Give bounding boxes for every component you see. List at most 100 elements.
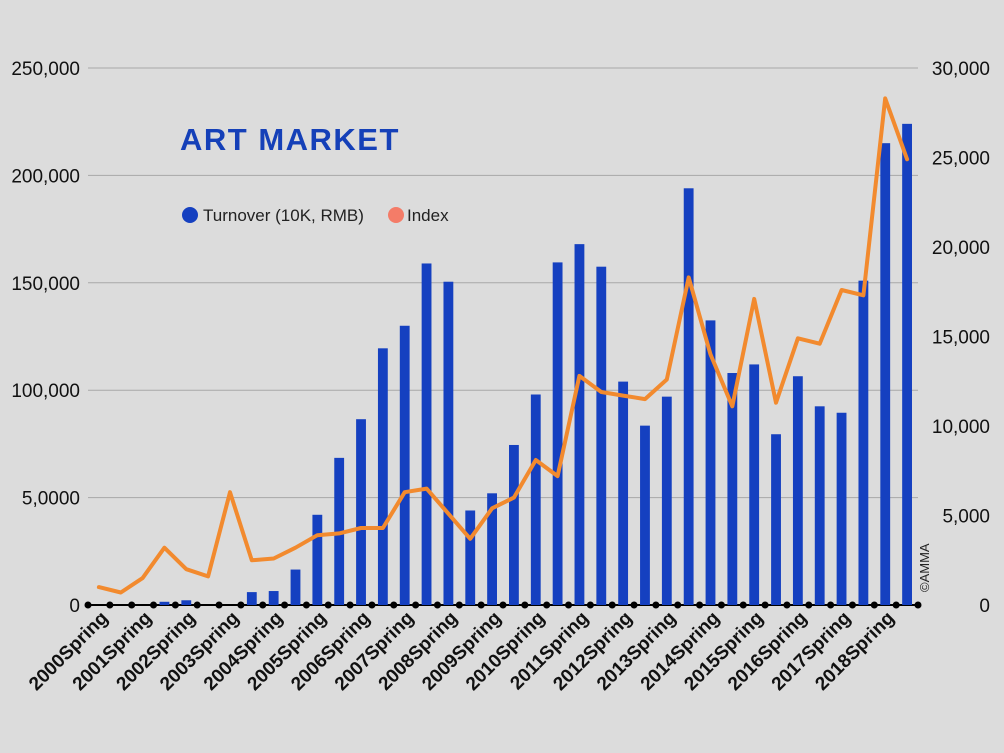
axis-marker: [543, 601, 551, 609]
axis-marker: [565, 601, 573, 609]
legend-turnover-swatch: [182, 207, 198, 223]
turnover-bar: [509, 444, 519, 605]
axis-marker: [455, 601, 463, 609]
turnover-bar: [749, 364, 760, 605]
turnover-bar: [618, 381, 629, 605]
turnover-bar: [159, 601, 170, 605]
left-y-tick-label: 200,000: [11, 166, 80, 187]
turnover-bar: [640, 425, 650, 605]
axis-marker: [215, 601, 223, 609]
turnover-bar: [356, 419, 366, 605]
axis-marker: [761, 601, 769, 609]
index-line: [96, 96, 910, 595]
axis-marker: [324, 601, 332, 609]
axis-marker: [870, 601, 878, 609]
turnover-bar: [836, 412, 847, 605]
turnover-bar: [814, 406, 825, 605]
axis-marker: [106, 601, 114, 609]
turnover-bar: [421, 263, 432, 605]
axis-marker: [696, 601, 704, 609]
turnover-bar: [792, 376, 803, 605]
axis-marker: [630, 601, 638, 609]
axis-marker: [84, 601, 92, 609]
legend-index-swatch: [388, 207, 404, 223]
axis-marker: [171, 601, 179, 609]
axis-marker: [346, 601, 354, 609]
legend-index-label: Index: [407, 206, 449, 225]
turnover-bar: [487, 493, 497, 605]
axis-marker: [499, 601, 507, 609]
axis-marker: [848, 601, 856, 609]
turnover-bars: [159, 123, 912, 606]
right-y-tick-label: 30,000: [932, 59, 990, 80]
chart-title: ART MARKET: [180, 122, 400, 157]
turnover-bar: [661, 396, 672, 605]
turnover-bar: [377, 348, 388, 605]
right-y-tick-label: 0: [979, 596, 990, 617]
turnover-bar: [771, 434, 781, 605]
turnover-bar: [290, 569, 301, 605]
axis-marker: [717, 601, 725, 609]
axis-marker: [302, 601, 310, 609]
left-y-tick-label: 5,0000: [22, 489, 80, 510]
turnover-bar: [312, 514, 323, 605]
axis-marker: [433, 601, 441, 609]
right-y-tick-label: 15,000: [932, 328, 990, 349]
left-y-tick-label: 250,000: [11, 59, 80, 80]
axis-marker: [193, 601, 201, 609]
turnover-bar: [465, 510, 476, 605]
axis-marker: [914, 601, 922, 609]
axis-marker: [652, 601, 660, 609]
turnover-bar: [574, 244, 585, 606]
turnover-bar: [443, 281, 454, 605]
axis-marker: [477, 601, 485, 609]
right-y-axis-ticks: 0 5,000 10,000 15,000 20,000 25,000 30,000: [932, 59, 990, 617]
axis-marker: [608, 601, 616, 609]
axis-marker: [892, 601, 900, 609]
x-axis-ticks: 2000Spring2001Spring2002Spring2003Spring…: [25, 608, 899, 695]
legend: Turnover (10K, RMB) Index: [182, 206, 449, 225]
turnover-bar: [858, 280, 869, 605]
turnover-bar: [530, 394, 541, 605]
baseline-markers: [84, 601, 922, 609]
axis-marker: [368, 601, 376, 609]
axis-marker: [150, 601, 158, 609]
axis-marker: [281, 601, 289, 609]
turnover-bar: [902, 123, 912, 606]
axis-marker: [586, 601, 594, 609]
axis-marker: [128, 601, 136, 609]
turnover-bar: [727, 373, 738, 605]
turnover-bar: [596, 266, 607, 605]
left-y-tick-label: 0: [69, 596, 80, 617]
axis-marker: [237, 601, 245, 609]
left-y-tick-label: 150,000: [11, 274, 80, 295]
turnover-bar: [880, 143, 891, 605]
turnover-bar: [246, 592, 257, 605]
turnover-bar: [705, 320, 716, 605]
right-y-tick-label: 20,000: [932, 238, 990, 259]
turnover-bar: [683, 188, 694, 605]
turnover-bar: [552, 262, 563, 605]
right-y-tick-label: 25,000: [932, 149, 990, 170]
left-y-axis-ticks: 0 5,0000 100,000 150,000 200,000 250,000: [11, 59, 80, 617]
turnover-bar: [181, 600, 192, 605]
axis-marker: [412, 601, 420, 609]
right-y-tick-label: 5,000: [942, 507, 990, 528]
axis-marker: [805, 601, 813, 609]
axis-marker: [739, 601, 747, 609]
axis-marker: [259, 601, 267, 609]
axis-marker: [390, 601, 398, 609]
turnover-bar: [268, 591, 279, 605]
axis-marker: [674, 601, 682, 609]
right-y-tick-label: 10,000: [932, 417, 990, 438]
copyright-credit: ©AMMA: [917, 543, 932, 592]
axis-marker: [827, 601, 835, 609]
turnover-bar: [399, 325, 410, 605]
index-line-layer: [96, 96, 910, 595]
axis-marker: [783, 601, 791, 609]
legend-turnover-label: Turnover (10K, RMB): [203, 206, 364, 225]
axis-marker: [521, 601, 529, 609]
left-y-tick-label: 100,000: [11, 381, 80, 402]
